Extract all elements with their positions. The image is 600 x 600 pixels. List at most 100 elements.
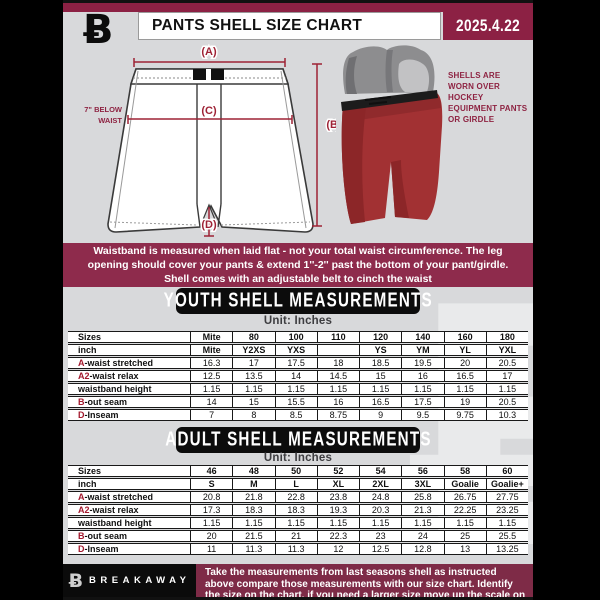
cell-value: 23.8 [316,491,359,503]
row-label: Sizes [68,465,190,477]
cell-value: 1.15 [485,383,528,395]
cell-value: 24.8 [359,491,402,503]
cell-value: XL [316,478,359,490]
cell-value: 12.8 [401,543,444,555]
row-label: B-out seam [68,530,190,542]
table-row: Sizes Mite 80 100 110 120 140 160 180 [68,331,528,343]
footer: Ƀ BREAKAWAY Take the measurements from l… [63,564,533,600]
cell-value: 12.5 [190,370,233,382]
cell-value: L [274,478,317,490]
cell-value: Goalie [443,478,486,490]
table-row: waistband height 1.15 1.15 1.15 1.15 1.15 1.15… [68,383,528,395]
cell-value: 9.75 [443,409,486,421]
row-label: A-waist stretched [68,491,190,503]
cell-value: 1.15 [401,517,444,529]
table-row: waistband height 1.15 1.15 1.15 1.15 1.15 1.15… [68,517,528,529]
cell-value: 1.15 [232,517,275,529]
footer-logo-box: Ƀ BREAKAWAY [63,564,196,597]
table-row: Sizes 46 48 50 52 54 56 58 60 [68,465,528,477]
red-shell [341,90,443,224]
cell-value: 1.15 [443,383,486,395]
cell-value: 11.3 [232,543,275,555]
cell-value: 22.8 [274,491,317,503]
cell-value: 2XL [359,478,402,490]
row-label: waistband height [68,383,190,395]
adult-banner-label: ADULT SHELL MEASUREMENTS [164,428,432,451]
page-title: PANTS SHELL SIZE CHART [138,12,441,40]
belt-buckle-icon [193,69,224,80]
cell-value: 140 [401,331,444,343]
cell-value: 50 [274,465,317,477]
cell-value: YS [359,344,402,356]
cell-value: 21.3 [401,504,444,516]
cell-value: 7 [190,409,233,421]
header-maroon-bar [63,3,533,12]
cell-value: 3XL [401,478,444,490]
cell-value: 17.5 [401,396,444,408]
cell-value: 60 [485,465,528,477]
row-label: Sizes [68,331,190,343]
cell-value: 56 [401,465,444,477]
cell-value: Mite [190,331,233,343]
cell-value: 22.3 [316,530,359,542]
cell-value: 18.3 [274,504,317,516]
row-label: inch [68,478,190,490]
cell-value: 120 [359,331,402,343]
measure-label-d: (D) [201,219,217,231]
girdle-pads [343,45,435,94]
cell-value: 110 [316,331,359,343]
cell-value: 52 [316,465,359,477]
row-label: D-Inseam [68,409,190,421]
cell-value: 14.5 [316,370,359,382]
table-row: D-Inseam 11 11.3 11.3 12 12.5 12.8 13 13.25 [68,543,528,555]
cell-value: 17.5 [274,357,317,369]
cell-value: Y2XS [232,344,275,356]
adult-section-banner: ADULT SHELL MEASUREMENTS [165,427,430,453]
cell-value: 16 [316,396,359,408]
cell-value: 19.3 [316,504,359,516]
footer-instructions: Take the measurements from last seasons … [196,564,533,600]
cell-value: 20.8 [190,491,233,503]
table-row: A-waist stretched 20.8 21.8 22.8 23.8 24.8 25.… [68,491,528,503]
row-label: A2-waist relax [68,504,190,516]
shell-usage-note: SHELLS ARE WORN OVER HOCKEY EQUIPMENT PA… [448,71,528,124]
waist-depth-note-line2: WAIST [98,116,122,125]
table-row: B-out seam 14 15 15.5 16 16.5 17.5 19 20.5 [68,396,528,408]
breakaway-logo-icon: Ƀ [83,7,114,53]
cell-value: 1.15 [359,383,402,395]
table-row: D-Inseam 7 8 8.5 8.75 9 9.5 9.75 10.3 [68,409,528,421]
cell-value: 13 [443,543,486,555]
table-row: A2-waist relax 17.3 18.3 18.3 19.3 20.3 21.3 22… [68,504,528,516]
cell-value: 19.5 [401,357,444,369]
cell-value: 80 [232,331,275,343]
cell-value: 160 [443,331,486,343]
cell-value: 1.15 [359,517,402,529]
cell-value: 17 [485,370,528,382]
row-label: inch [68,344,190,356]
adult-size-table: Sizes 46 48 50 52 54 56 58 60 inch S M L XL 2XL 3XL Goal… [68,464,528,556]
shorts-outline [107,68,314,233]
cell-value: 15.5 [274,396,317,408]
cell-value: 1.15 [274,517,317,529]
row-label: B-out seam [68,396,190,408]
cell-value: 18.5 [359,357,402,369]
cell-value: 1.15 [485,517,528,529]
cell-value: 11.3 [274,543,317,555]
date-badge: 2025.4.22 [443,12,533,40]
breakaway-footer-logo-icon: Ƀ [68,569,84,592]
table-row: B-out seam 20 21.5 21 22.3 23 24 25 25.5 [68,530,528,542]
cell-value [316,344,359,356]
cell-value: 16.5 [443,370,486,382]
cell-value: 1.15 [232,383,275,395]
measure-label-b: (B) [326,119,336,131]
cell-value: 25.8 [401,491,444,503]
cell-value: 18.3 [232,504,275,516]
table-row: inch S M L XL 2XL 3XL Goalie Goalie+ [68,478,528,490]
cell-value: YXS [274,344,317,356]
cell-value: 14 [274,370,317,382]
cell-value: 1.15 [316,383,359,395]
pants-measurement-diagram: (A) (C) (B) (D) 7" BELOW WAIST [84,45,336,237]
cell-value: 16.5 [359,396,402,408]
youth-section-banner: YOUTH SHELL MEASUREMENTS [163,288,431,314]
bottom-edge-strip [63,597,533,600]
